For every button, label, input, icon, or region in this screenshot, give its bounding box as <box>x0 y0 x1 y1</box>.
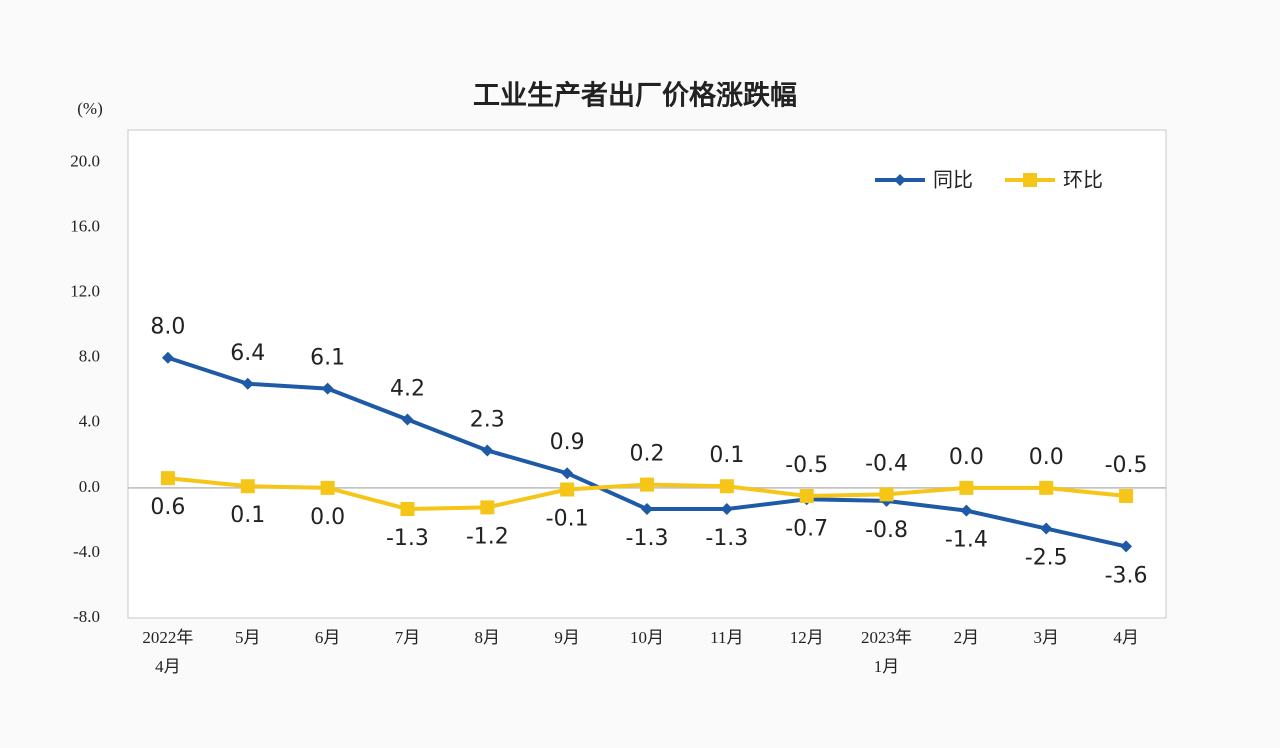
data-label: 0.6 <box>150 495 185 520</box>
x-tick-label: 5月 <box>235 628 261 647</box>
point <box>400 502 415 517</box>
data-label: -0.1 <box>546 506 589 531</box>
point <box>720 503 733 516</box>
legend-marker <box>894 174 906 186</box>
point <box>1040 522 1053 535</box>
point <box>1039 480 1054 495</box>
point <box>959 480 974 495</box>
point <box>480 500 495 515</box>
y-tick-label: 12.0 <box>70 282 100 301</box>
data-label: 2.3 <box>470 407 505 432</box>
x-tick-label: 2023年 <box>861 628 912 647</box>
legend-label: 环比 <box>1063 168 1103 192</box>
x-tick-label: 6月 <box>315 628 341 647</box>
data-label: -1.3 <box>626 526 669 551</box>
data-label: -0.5 <box>1105 453 1148 478</box>
y-tick-label: -8.0 <box>73 607 100 626</box>
data-label: -0.5 <box>785 453 828 478</box>
point <box>1120 540 1133 553</box>
y-tick-label: 16.0 <box>70 217 100 236</box>
point <box>1119 489 1134 503</box>
x-tick-label: 8月 <box>475 628 501 647</box>
data-label: -1.3 <box>705 526 748 551</box>
point <box>240 479 255 494</box>
point <box>320 480 335 495</box>
data-label: 0.0 <box>949 445 984 470</box>
y-tick-label: 0.0 <box>79 477 100 496</box>
point <box>161 351 174 364</box>
data-label: -0.4 <box>865 451 908 476</box>
data-label: -0.8 <box>865 518 908 543</box>
x-tick-label: 1月 <box>874 657 900 676</box>
point <box>561 467 574 480</box>
data-label: 0.1 <box>709 443 744 468</box>
x-tick-label: 4月 <box>1113 628 1139 647</box>
point <box>560 482 575 497</box>
point <box>640 477 654 492</box>
data-label: 0.9 <box>550 430 585 455</box>
y-tick-label: 8.0 <box>79 347 100 366</box>
y-tick-label: -4.0 <box>73 542 100 561</box>
point <box>241 377 254 390</box>
point <box>960 504 973 517</box>
data-label: -0.7 <box>785 516 828 541</box>
x-tick-label: 3月 <box>1033 628 1059 647</box>
legend-label: 同比 <box>933 168 973 192</box>
point <box>719 479 734 494</box>
y-tick-label: 20.0 <box>70 151 100 170</box>
y-tick-label: 4.0 <box>79 412 100 431</box>
point <box>799 489 814 503</box>
point <box>641 503 653 516</box>
data-label: -1.2 <box>466 524 509 549</box>
x-tick-label: 10月 <box>630 628 664 647</box>
point <box>160 471 175 486</box>
data-label: -2.5 <box>1025 546 1068 571</box>
data-label: 4.2 <box>390 377 425 402</box>
chart-title: 工业生产者出厂价格涨跌幅 <box>473 81 797 112</box>
x-tick-label: 9月 <box>554 628 580 647</box>
data-label: -1.4 <box>945 528 988 553</box>
data-label: 0.0 <box>310 505 345 530</box>
x-tick-label: 11月 <box>710 628 743 647</box>
point <box>401 413 414 426</box>
x-tick-label: 2022年 <box>142 628 193 647</box>
point <box>481 444 494 457</box>
point <box>321 382 334 395</box>
data-label: 0.0 <box>1029 445 1064 470</box>
legend-marker <box>1023 173 1037 187</box>
x-tick-label: 7月 <box>395 628 421 647</box>
data-label: 6.1 <box>310 346 345 371</box>
data-label: -1.3 <box>386 526 429 551</box>
point <box>879 487 894 502</box>
x-tick-label: 2月 <box>954 628 980 647</box>
y-axis-label: (%) <box>77 99 102 118</box>
data-label: 6.4 <box>230 341 265 366</box>
plot-frame <box>127 129 1167 619</box>
data-label: 8.0 <box>150 315 185 340</box>
data-label: 0.1 <box>230 503 265 528</box>
x-tick-label: 12月 <box>790 628 824 647</box>
data-label: -3.6 <box>1105 563 1148 588</box>
data-label: 0.2 <box>630 442 665 467</box>
x-tick-label: 4月 <box>155 657 181 676</box>
